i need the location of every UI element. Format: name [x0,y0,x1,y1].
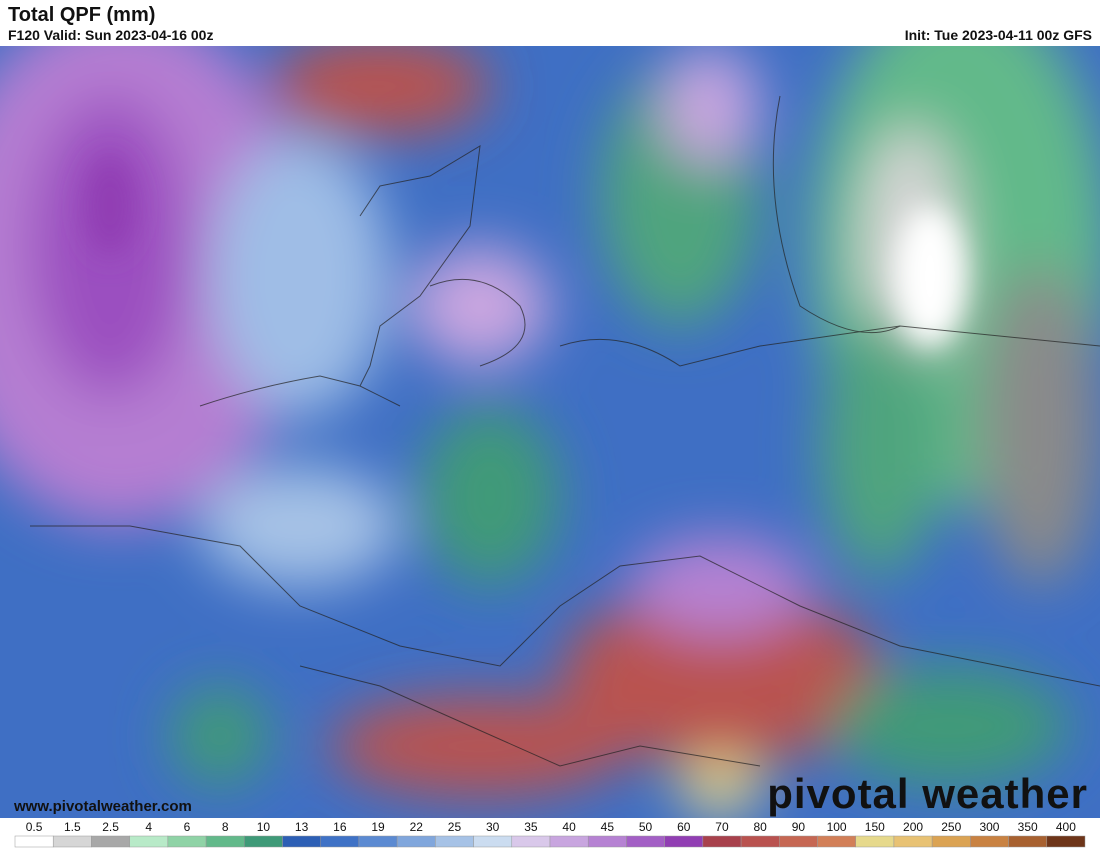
colorbar-cell [129,835,169,848]
colorbar-label: 100 [827,820,847,834]
colorbar-label: 2.5 [102,820,119,834]
colorbar-cell [205,835,245,848]
colorbar-label: 19 [371,820,385,834]
colorbar-cell [1008,835,1048,848]
colorbar-cell [511,835,551,848]
colorbar-label: 150 [865,820,885,834]
colorbar-label: 35 [524,820,538,834]
valid-time: F120 Valid: Sun 2023-04-16 00z [8,27,214,43]
colorbar-label: 22 [410,820,424,834]
colorbar-cell [587,835,627,848]
colorbar-label: 25 [448,820,462,834]
colorbar-cell [320,835,360,848]
colorbar-cell [244,835,283,848]
colorbar-cell [664,835,704,848]
colorbar-cell [549,835,589,848]
colorbar-cell [626,835,665,848]
colorbar-cell [167,835,207,848]
colorbar-label: 300 [979,820,999,834]
website: www.pivotalweather.com [14,798,192,815]
colorbar-cell [91,835,130,848]
colorbar-cell [740,835,780,848]
colorbar-label: 16 [333,820,347,834]
colorbar-label: 350 [1018,820,1038,834]
colorbar-cell [931,835,971,848]
colorbar-cell [893,835,933,848]
colorbar-cell [14,835,54,848]
colorbar-cell [473,835,513,848]
colorbar-label: 45 [601,820,615,834]
colorbar-cell [282,835,321,848]
colorbar-label: 90 [792,820,806,834]
map-title: Total QPF (mm) [8,4,156,26]
init-time: Init: Tue 2023-04-11 00z GFS [904,27,1092,43]
colorbar-label: 8 [222,820,229,834]
logo: pivotal weather [767,770,1088,817]
precip-map [0,46,1100,818]
colorbar-label: 13 [295,820,309,834]
colorbar-cell [358,835,398,848]
colorbar-label: 50 [639,820,653,834]
colorbar-cell [817,835,856,848]
colorbar-label: 250 [941,820,961,834]
colorbar-label: 6 [184,820,191,834]
colorbar: 0.5 1.5 2.5 4 6 8 10 13 16 19 22 25 30 35 40 45 50 60 70 80… [14,820,1086,848]
colorbar-label: 4 [145,820,152,834]
colorbar-label: 60 [677,820,691,834]
colorbar-label: 400 [1056,820,1076,834]
colorbar-cell [702,835,742,848]
colorbar-label: 40 [562,820,576,834]
colorbar-cell [1046,835,1086,848]
colorbar-cell [970,835,1009,848]
colorbar-label: 80 [753,820,767,834]
colorbar-label: 1.5 [64,820,81,834]
colorbar-cell [779,835,818,848]
colorbar-cell [52,835,92,848]
colorbar-cell [855,835,895,848]
colorbar-label: 10 [257,820,271,834]
colorbar-label: 30 [486,820,500,834]
colorbar-cell [435,835,474,848]
colorbar-label: 0.5 [26,820,43,834]
colorbar-cell [396,835,436,848]
colorbar-label: 70 [715,820,729,834]
colorbar-label: 200 [903,820,923,834]
